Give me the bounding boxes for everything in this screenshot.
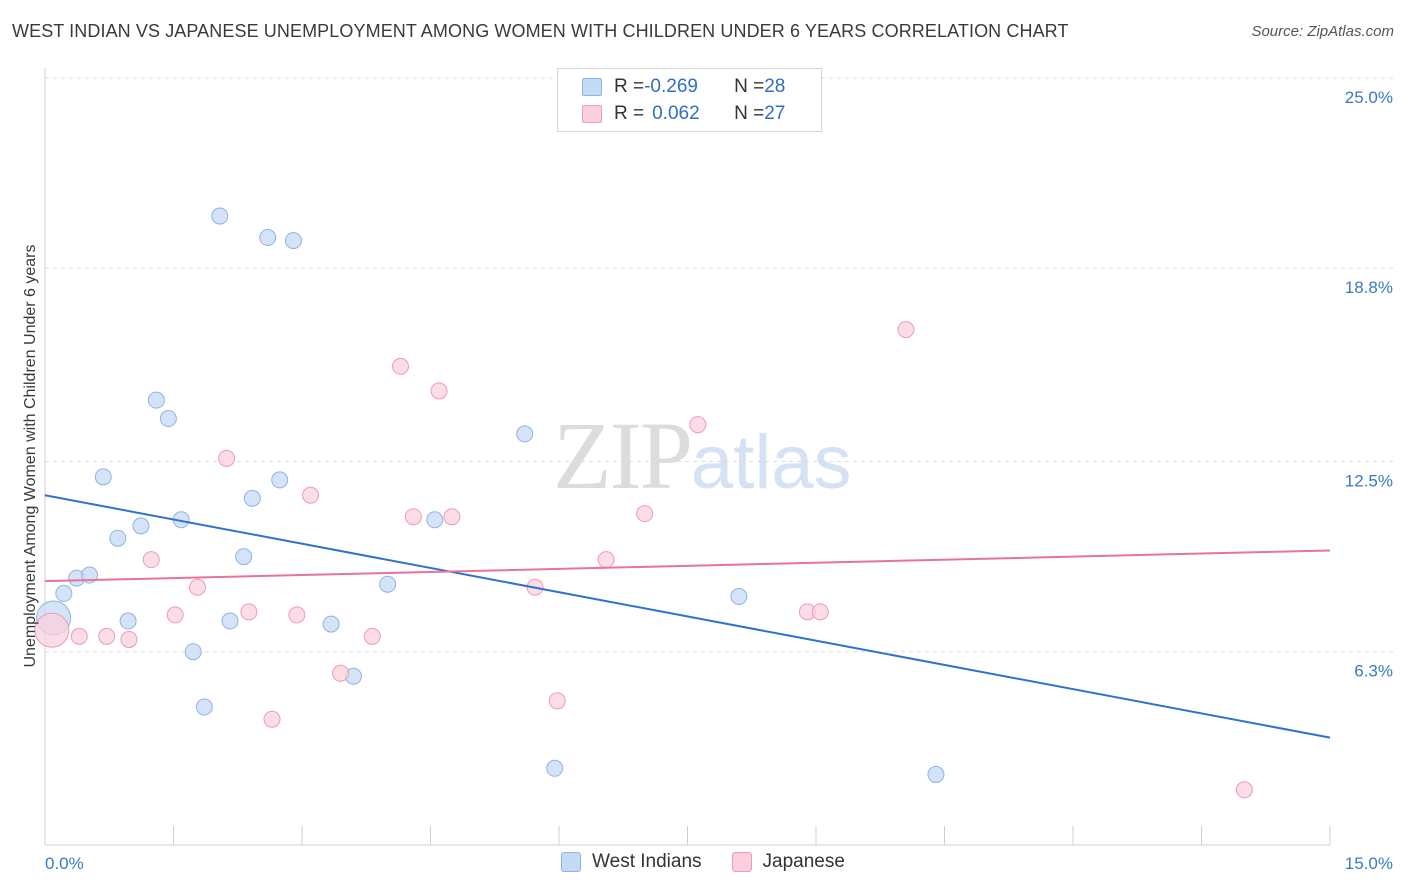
trend-lines: [44, 494, 1331, 739]
legend-swatch-west-indians: [582, 78, 602, 96]
point-japanese: [288, 606, 306, 624]
point-japanese: [302, 486, 320, 504]
legend-r-value: -0.269: [644, 76, 698, 97]
point-japanese: [443, 508, 461, 526]
y-axis-label: Unemployment Among Women with Children U…: [22, 244, 39, 667]
point-japanese: [363, 627, 381, 645]
legend-swatch-japanese: [582, 105, 602, 123]
point-japanese: [1235, 781, 1253, 799]
series-legend: West Indians Japanese: [0, 851, 1406, 873]
point-west-indians: [235, 548, 253, 566]
point-west-indians: [730, 587, 748, 605]
legend-n-value: 28: [764, 76, 786, 97]
correlation-legend: R = -0.269 N = 28 R = 0.062 N = 27: [557, 68, 822, 132]
trend-line-west-indians: [44, 494, 1331, 739]
point-west-indians: [132, 517, 150, 535]
legend-row-west-indians: R = -0.269 N = 28: [582, 74, 785, 100]
point-japanese: [404, 508, 422, 526]
point-japanese: [188, 578, 206, 596]
trend-line-japanese: [44, 549, 1331, 583]
x-tick-labels: 0.0% 15.0%: [45, 854, 1393, 873]
point-west-indians: [159, 410, 177, 428]
point-west-indians: [546, 759, 564, 777]
x-tick-label-max: 15.0%: [1345, 854, 1393, 873]
point-japanese: [263, 710, 281, 728]
point-west-indians: [109, 529, 127, 547]
point-west-indians: [55, 584, 73, 602]
point-west-indians: [211, 207, 229, 225]
point-japanese: [120, 630, 138, 648]
axes: [44, 68, 1330, 846]
point-japanese: [548, 692, 566, 710]
legend-item-west-indians[interactable]: West Indians: [561, 851, 702, 873]
point-japanese: [430, 382, 448, 400]
y-tick-label: 25.0%: [1345, 88, 1393, 107]
legend-r-label: R =: [614, 76, 645, 97]
point-west-indians: [94, 468, 112, 486]
point-west-indians: [426, 511, 444, 529]
point-west-indians: [147, 391, 165, 409]
point-japanese: [240, 603, 258, 621]
point-japanese: [392, 357, 410, 375]
point-west-indians: [195, 698, 213, 716]
legend-n-value: 27: [764, 103, 786, 124]
point-japanese: [142, 551, 160, 569]
x-axis-ticks: [44, 826, 1331, 845]
legend-row-japanese: R = 0.062 N = 27: [582, 101, 785, 127]
legend-item-japanese[interactable]: Japanese: [731, 851, 845, 873]
legend-label-west-indians: West Indians: [592, 851, 702, 872]
point-west-indians: [927, 765, 945, 783]
point-west-indians: [322, 615, 340, 633]
y-tick-label: 12.5%: [1345, 472, 1393, 491]
point-japanese: [636, 505, 654, 523]
point-japanese: [166, 606, 184, 624]
data-points: [34, 207, 1253, 799]
source-label: Source: ZipAtlas.com: [1251, 23, 1394, 40]
legend-n-label: N =: [734, 103, 765, 124]
point-japanese: [897, 321, 915, 339]
point-japanese: [811, 603, 829, 621]
point-japanese: [34, 612, 70, 648]
point-west-indians: [119, 612, 137, 630]
y-tick-labels: 6.3% 12.5% 18.8% 25.0%: [1345, 88, 1393, 681]
point-japanese: [98, 627, 116, 645]
legend-r-value: 0.062: [652, 103, 700, 124]
x-tick-label-min: 0.0%: [45, 854, 84, 873]
legend-swatch-west-indians: [561, 852, 582, 872]
point-west-indians: [259, 229, 277, 247]
point-west-indians: [271, 471, 289, 489]
point-west-indians: [516, 425, 534, 443]
chart-title: WEST INDIAN VS JAPANESE UNEMPLOYMENT AMO…: [12, 21, 1069, 41]
legend-swatch-japanese: [731, 852, 752, 872]
point-west-indians: [221, 612, 239, 630]
point-japanese: [689, 416, 707, 434]
point-west-indians: [379, 575, 397, 593]
y-tick-label: 18.8%: [1345, 278, 1393, 297]
point-japanese: [332, 664, 350, 682]
point-west-indians: [284, 232, 302, 250]
legend-n-label: N =: [734, 76, 765, 97]
legend-r-label: R =: [614, 103, 645, 124]
legend-label-japanese: Japanese: [762, 851, 845, 872]
point-japanese: [218, 449, 236, 467]
y-tick-label: 6.3%: [1354, 662, 1393, 681]
point-japanese: [597, 551, 615, 569]
point-west-indians: [243, 489, 261, 507]
point-west-indians: [184, 643, 202, 661]
point-japanese: [70, 627, 88, 645]
